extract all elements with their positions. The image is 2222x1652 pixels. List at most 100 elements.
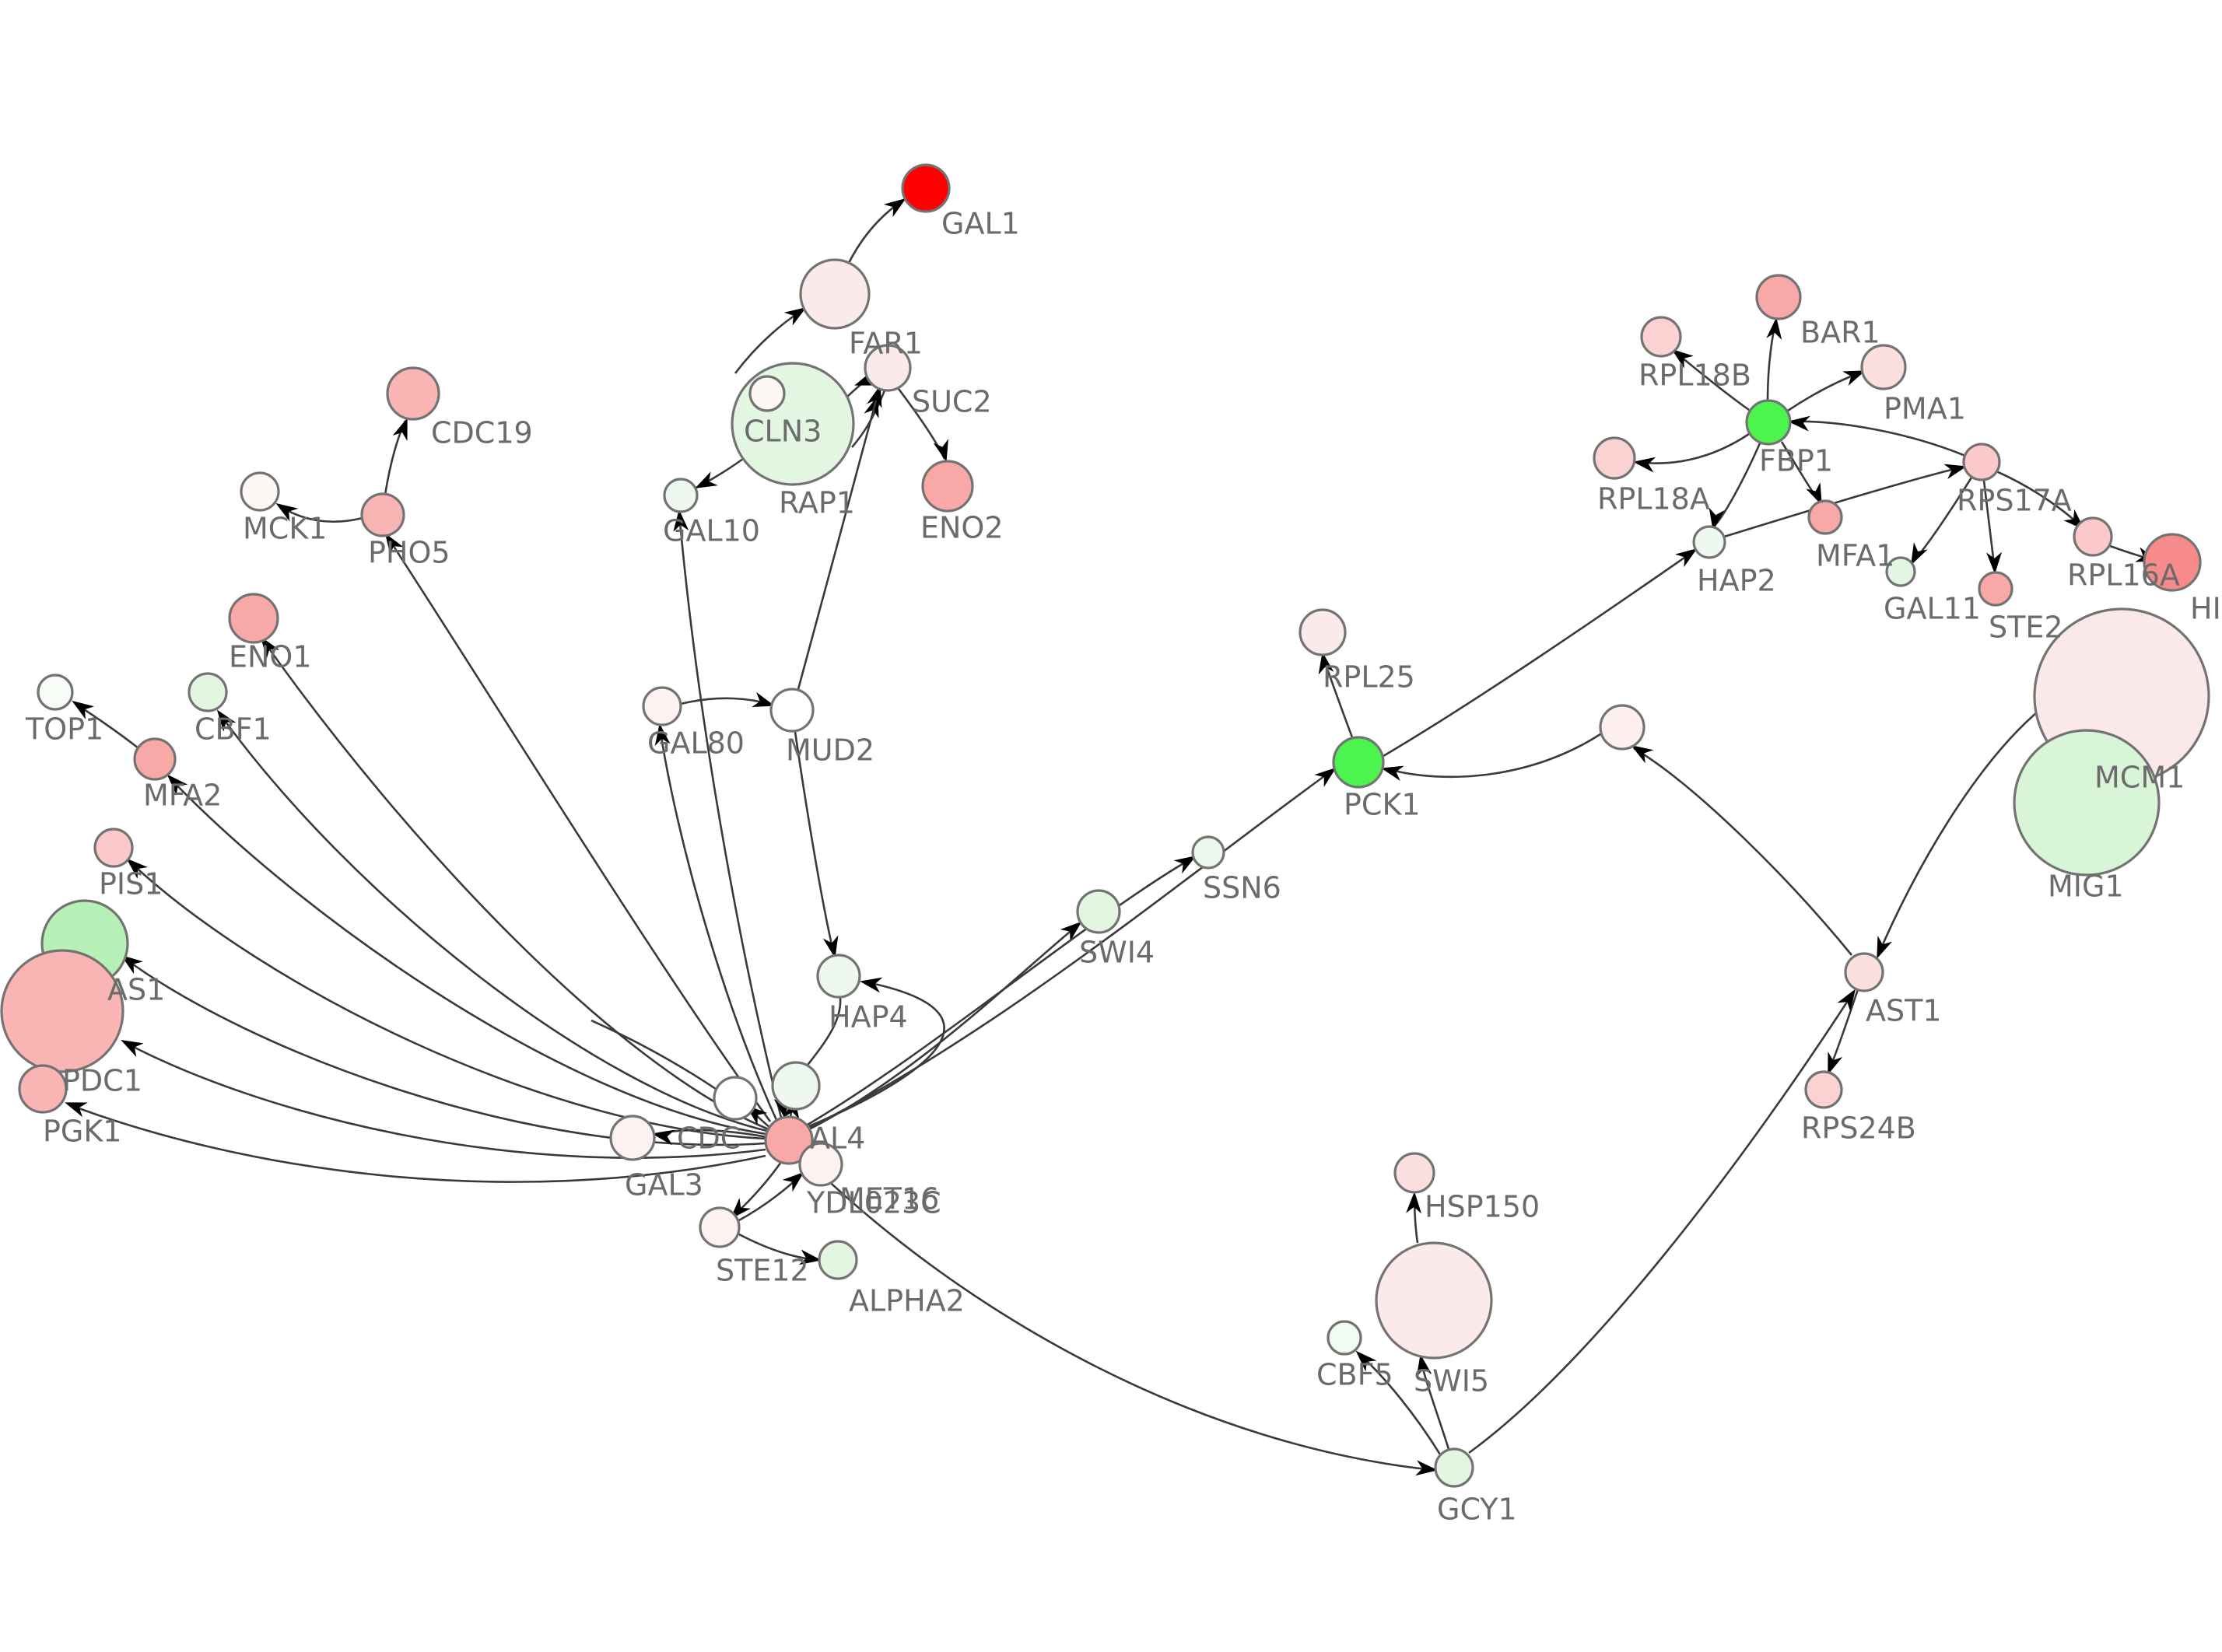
node-rps24b[interactable] [1804, 1070, 1843, 1109]
edge-gal4-cbf1 [218, 712, 768, 1132]
node-label-cdc: CDC [677, 1122, 741, 1156]
node-pho5[interactable] [360, 492, 405, 537]
arrowhead-gal4-pho5 [384, 533, 404, 556]
arrowhead-gcy1-ast1 [1837, 989, 1856, 1012]
node-rpl18b[interactable] [1640, 316, 1682, 358]
node-top1[interactable] [37, 674, 74, 711]
node-ste12[interactable] [699, 1206, 741, 1248]
node-gal4[interactable] [764, 1115, 814, 1165]
node-ast1[interactable] [1844, 952, 1884, 992]
node-label-rps24b: RPS24B [1801, 1111, 1916, 1146]
node-mfa1[interactable] [1807, 499, 1843, 535]
arrowhead-pck1-hap2 [1674, 548, 1698, 568]
node-label-pck1: PCK1 [1344, 788, 1421, 822]
node-swi5[interactable] [1375, 1241, 1493, 1360]
arrowhead-gal4-ste12 [730, 1198, 752, 1220]
arrowhead-fbp1-bar1 [1766, 317, 1782, 340]
node-far1[interactable] [799, 258, 871, 330]
arrowhead-gal4-gal80 [654, 723, 671, 747]
node-his4[interactable] [2143, 533, 2202, 592]
node-ste2[interactable] [1978, 571, 2013, 607]
node-pdc1[interactable] [0, 949, 124, 1073]
arrowhead-mfa2-top1 [72, 700, 95, 719]
node-label-gal11: GAL11 [1884, 592, 1981, 626]
node-rap1[interactable] [748, 375, 786, 412]
node-label-rpl18b: RPL18B [1638, 359, 1751, 393]
edge-rps17a-fbp1 [1790, 420, 1966, 457]
arrowhead-hap2-rps17a [1943, 464, 1967, 479]
node-gal10[interactable] [663, 478, 699, 513]
node-met16[interactable] [771, 1061, 821, 1111]
node-rpl16a[interactable] [2073, 516, 2113, 557]
edge-gal4-hap4 [808, 980, 945, 1128]
edge-mud2-suc2 [797, 388, 881, 690]
node-pck1[interactable] [1332, 736, 1385, 789]
edge-mcm1-ast1 [1877, 706, 2043, 956]
node-label-pma1: PMA1 [1884, 392, 1966, 426]
node-gal80[interactable] [642, 686, 682, 726]
node-label-gcy1: GCY1 [1437, 1493, 1517, 1527]
edge-gal4-ssn6 [807, 856, 1193, 1126]
arrowhead-gcy1-swi5 [1416, 1354, 1432, 1377]
node-gal3[interactable] [609, 1115, 656, 1161]
node-gcy1[interactable] [1434, 1447, 1474, 1488]
edge-pck1-hap2 [1383, 549, 1695, 758]
edge-ast1-nodea [1633, 747, 1853, 956]
node-label-met16: MET16 [839, 1182, 939, 1216]
arrowhead-rps17a-fbp1 [1788, 415, 1810, 432]
node-ssn6[interactable] [1191, 835, 1225, 870]
edge-gcy1-cbf5 [1358, 1353, 1442, 1455]
node-rpl18a[interactable] [1593, 436, 1636, 480]
edge-gcy1-swi5 [1419, 1357, 1450, 1450]
edge-layer [65, 198, 2158, 1476]
node-label-fbp1: FBP1 [1759, 444, 1833, 478]
node-cbf5[interactable] [1327, 1320, 1362, 1356]
node-mud2[interactable] [769, 688, 815, 733]
node-pgk1[interactable] [18, 1064, 68, 1114]
node-swi4[interactable] [1076, 889, 1121, 934]
node-alpha2[interactable] [818, 1240, 858, 1280]
node-suc2[interactable] [864, 344, 912, 392]
node-mfa2[interactable] [133, 737, 177, 781]
edge-gal4-eno1 [261, 639, 769, 1131]
node-eno1[interactable] [228, 593, 279, 644]
node-label-his4: HIS4 [2190, 592, 2222, 626]
node-cbf1[interactable] [188, 672, 228, 712]
edge-cdc-extra [591, 1019, 717, 1090]
node-label-top1: TOP1 [25, 712, 103, 747]
node-rpl25[interactable] [1299, 608, 1347, 656]
arrowhead-gal4-cbf1 [216, 709, 237, 732]
node-cdc[interactable] [713, 1076, 758, 1121]
node-label-mfa1: MFA1 [1816, 539, 1894, 573]
arrowhead-rps17a-ste2 [1986, 551, 2003, 574]
node-gal11[interactable] [1885, 556, 1916, 587]
node-mck1[interactable] [240, 471, 280, 512]
arrowhead-cln3-gal10 [695, 471, 718, 488]
node-gal1[interactable] [901, 163, 951, 213]
node-rps17a[interactable] [1962, 443, 2001, 481]
node-hap4[interactable] [816, 954, 861, 999]
node-pis1[interactable] [93, 828, 134, 868]
node-hsp150[interactable] [1393, 1152, 1435, 1194]
edge-gal4-mfa2 [169, 777, 767, 1136]
edge-gal4-gal80 [658, 726, 778, 1121]
node-cdc19[interactable] [386, 366, 440, 421]
node-cln3[interactable] [731, 362, 855, 486]
node-eno2[interactable] [921, 460, 974, 513]
node-fbp1[interactable] [1745, 399, 1792, 446]
arrowhead-gal4-gal3 [652, 1129, 675, 1146]
node-node_a[interactable] [1599, 704, 1645, 751]
node-label-ste2: STE2 [1989, 611, 2063, 645]
node-pma1[interactable] [1860, 344, 1907, 390]
node-ydl023c[interactable] [798, 1142, 843, 1187]
node-mig1[interactable] [2013, 729, 2161, 877]
node-bar1[interactable] [1755, 274, 1802, 320]
label-layer: GAL1FAR1CLN3RAP1SUC2ENO2GAL10CDC19MCK1PH… [25, 207, 2222, 1527]
arrowhead-fbp1-mfa1 [1806, 482, 1822, 506]
arrowhead-far1-gal1 [883, 198, 906, 218]
arrowhead-gal4-hap4 [860, 977, 883, 993]
arrowhead-pho5-cdc19 [392, 418, 408, 441]
node-hap2[interactable] [1692, 525, 1726, 559]
